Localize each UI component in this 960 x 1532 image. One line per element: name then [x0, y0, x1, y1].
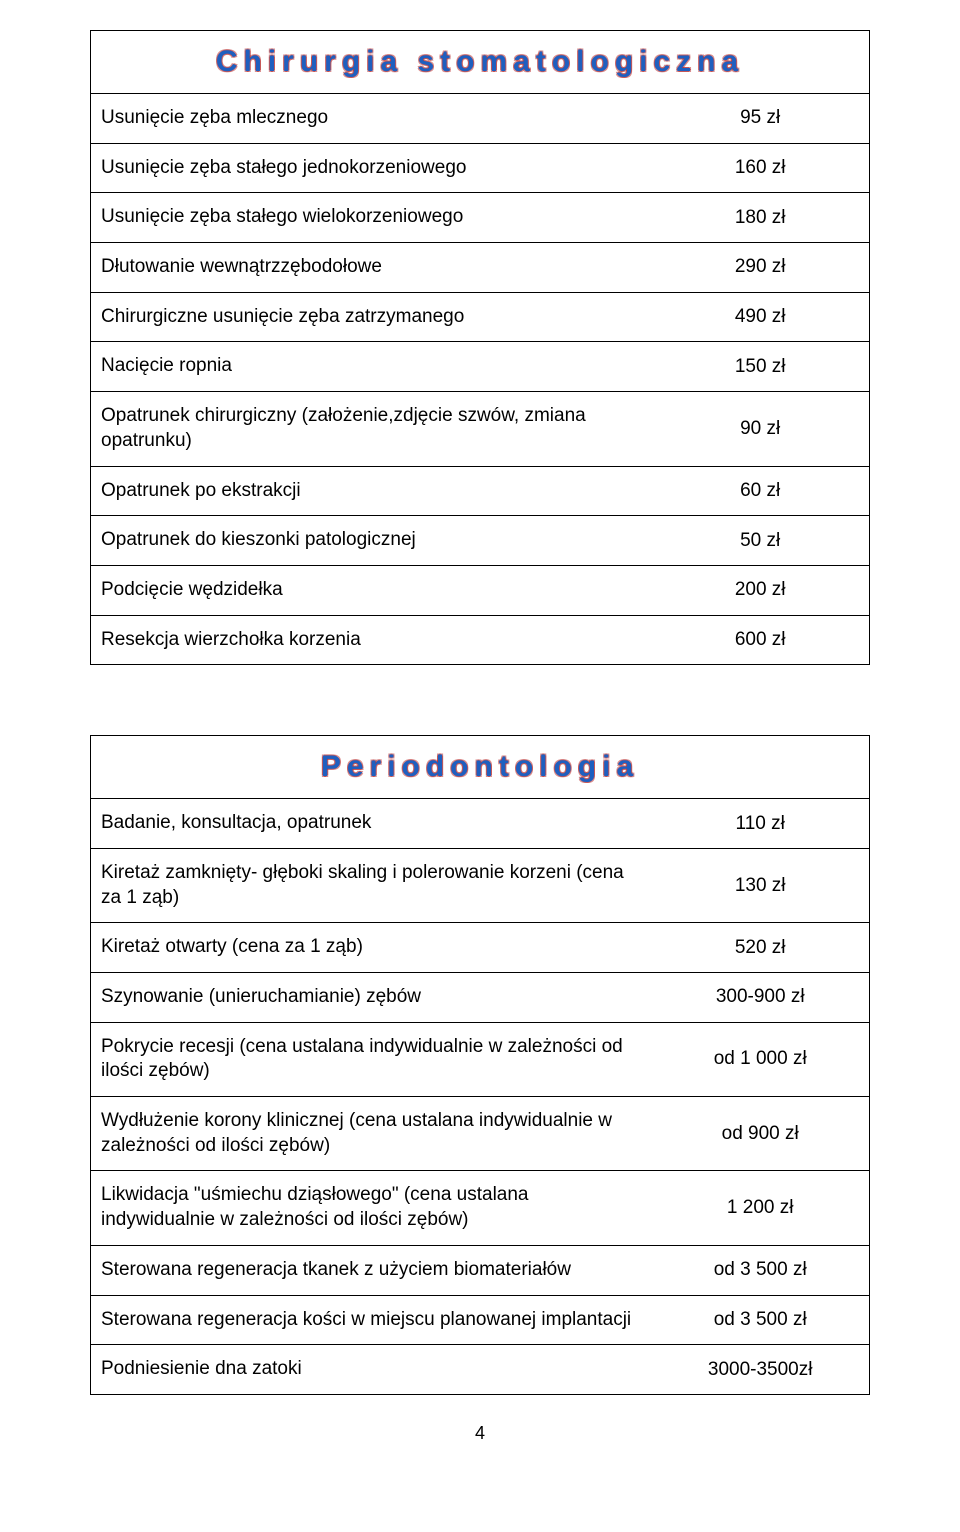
table-row-label: Chirurgiczne usunięcie zęba zatrzymanego	[91, 292, 652, 342]
table-row-price: od 3 500 zł	[651, 1295, 869, 1345]
table-row-label: Sterowana regeneracja kości w miejscu pl…	[91, 1295, 652, 1345]
table-row-price: 50 zł	[651, 516, 869, 566]
table-row-label: Szynowanie (unieruchamianie) zębów	[91, 973, 652, 1023]
table-row-price: 160 zł	[651, 143, 869, 193]
surgery-title: Chirurgia stomatologiczna	[216, 45, 744, 78]
table-row-label: Resekcja wierzchołka korzenia	[91, 615, 652, 665]
surgery-title-cell: Chirurgia stomatologiczna	[91, 31, 870, 94]
table-row-price: od 3 500 zł	[651, 1245, 869, 1295]
perio-title: Periodontologia	[321, 750, 639, 783]
table-row-label: Likwidacja "uśmiechu dziąsłowego" (cena …	[91, 1171, 652, 1245]
table-row-label: Podniesienie dna zatoki	[91, 1345, 652, 1395]
table-row-label: Badanie, konsultacja, opatrunek	[91, 799, 652, 849]
page-number: 4	[90, 1415, 870, 1444]
table-row-price: od 900 zł	[651, 1097, 869, 1171]
table-row-label: Wydłużenie korony klinicznej (cena ustal…	[91, 1097, 652, 1171]
table-row-price: 150 zł	[651, 342, 869, 392]
table-row-price: 3000-3500zł	[651, 1345, 869, 1395]
table-row-label: Sterowana regeneracja tkanek z użyciem b…	[91, 1245, 652, 1295]
table-row-price: 600 zł	[651, 615, 869, 665]
table-row-price: 95 zł	[651, 94, 869, 144]
table-row-label: Usunięcie zęba mlecznego	[91, 94, 652, 144]
table-row-label: Pokrycie recesji (cena ustalana indywidu…	[91, 1022, 652, 1096]
table-row-price: 180 zł	[651, 193, 869, 243]
table-row-price: 60 zł	[651, 466, 869, 516]
table-row-price: 290 zł	[651, 243, 869, 293]
table-row-label: Usunięcie zęba stałego jednokorzeniowego	[91, 143, 652, 193]
table-row-price: 130 zł	[651, 848, 869, 922]
table-row-price: 200 zł	[651, 565, 869, 615]
table-row-price: 520 zł	[651, 923, 869, 973]
table-row-price: od 1 000 zł	[651, 1022, 869, 1096]
table-row-label: Opatrunek do kieszonki patologicznej	[91, 516, 652, 566]
table-row-price: 90 zł	[651, 392, 869, 466]
table-row-label: Usunięcie zęba stałego wielokorzeniowego	[91, 193, 652, 243]
table-row-price: 490 zł	[651, 292, 869, 342]
table-row-label: Podcięcie wędzidełka	[91, 565, 652, 615]
table-row-price: 110 zł	[651, 799, 869, 849]
table-row-price: 300-900 zł	[651, 973, 869, 1023]
perio-title-cell: Periodontologia	[91, 736, 870, 799]
perio-table: Periodontologia Badanie, konsultacja, op…	[90, 735, 870, 1395]
table-row-label: Kiretaż zamknięty- głęboki skaling i pol…	[91, 848, 652, 922]
surgery-table: Chirurgia stomatologiczna Usunięcie zęba…	[90, 30, 870, 665]
table-row-price: 1 200 zł	[651, 1171, 869, 1245]
page: Chirurgia stomatologiczna Usunięcie zęba…	[0, 0, 960, 1484]
table-row-label: Opatrunek chirurgiczny (założenie,zdjęci…	[91, 392, 652, 466]
table-row-label: Nacięcie ropnia	[91, 342, 652, 392]
table-row-label: Dłutowanie wewnątrzzębodołowe	[91, 243, 652, 293]
table-row-label: Kiretaż otwarty (cena za 1 ząb)	[91, 923, 652, 973]
table-row-label: Opatrunek po ekstrakcji	[91, 466, 652, 516]
